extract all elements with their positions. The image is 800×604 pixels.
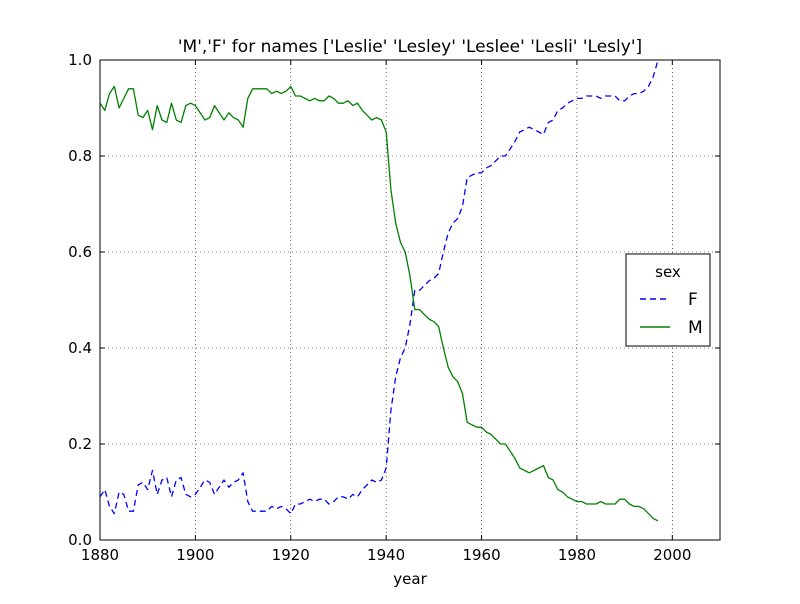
y-tick-label: 0.2 xyxy=(68,435,92,453)
x-tick-label: 1980 xyxy=(558,546,596,564)
x-tick-label: 1880 xyxy=(81,546,119,564)
chart-title: 'M','F' for names ['Leslie' 'Lesley' 'Le… xyxy=(178,37,642,57)
legend-title: sex xyxy=(655,263,681,281)
legend-box xyxy=(625,253,711,347)
y-tick-label: 0.8 xyxy=(68,147,92,165)
x-tick-label: 1900 xyxy=(176,546,214,564)
x-tick-label: 1960 xyxy=(462,546,500,564)
series-line-f xyxy=(99,59,659,515)
plot-frame xyxy=(99,59,721,541)
x-axis-label: year xyxy=(393,570,427,588)
legend-label-m: M xyxy=(688,318,703,338)
legend: sex F M xyxy=(625,253,711,347)
x-tick-label: 2000 xyxy=(653,546,691,564)
series-layer xyxy=(99,59,659,522)
y-tick-label: 0.0 xyxy=(68,531,92,549)
ticks: 1880 1900 1920 1940 1960 1980 2000 0.0 0.2 0.4 0.6… xyxy=(68,51,720,564)
series-line-m xyxy=(99,85,659,522)
x-tick-label: 1920 xyxy=(272,546,310,564)
y-tick-label: 1.0 xyxy=(68,51,92,69)
x-tick-label: 1940 xyxy=(367,546,405,564)
legend-label-f: F xyxy=(688,290,698,310)
y-tick-label: 0.6 xyxy=(68,243,92,261)
y-tick-label: 0.4 xyxy=(68,339,92,357)
